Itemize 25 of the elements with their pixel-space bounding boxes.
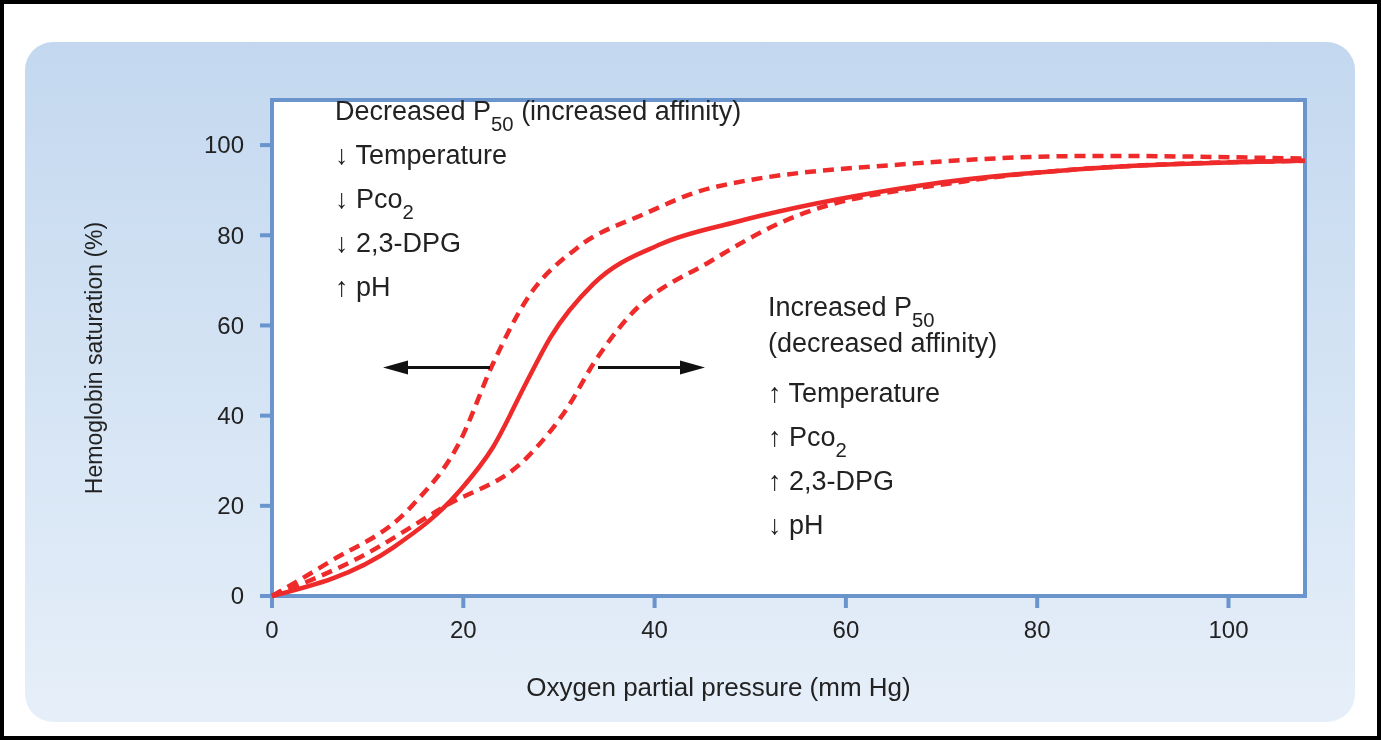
- annotation: ↑ 2,3-DPG: [768, 466, 895, 496]
- annotation: ↓ Temperature: [335, 140, 508, 170]
- x-tick-label: 0: [265, 616, 279, 643]
- annotation: ↓ Pco$_{2}$: [335, 184, 414, 223]
- y-tick-label: 20: [217, 492, 244, 520]
- x-tick-label: 100: [1208, 616, 1249, 643]
- y-tick-label: 40: [217, 402, 244, 430]
- annotation: ↑ pH: [335, 272, 391, 302]
- y-axis-title: Hemoglobin saturation (%): [81, 221, 107, 495]
- x-axis-title: Oxygen partial pressure (mm Hg): [526, 672, 911, 702]
- x-tick-label: 20: [449, 616, 477, 643]
- annotation: Decreased P$_{50}$ (increased affinity): [335, 96, 742, 135]
- y-tick-label: 100: [203, 131, 244, 159]
- x-tick-label: 40: [641, 616, 668, 643]
- annotation: ↓ pH: [768, 510, 824, 540]
- x-tick-label: 80: [1023, 616, 1051, 643]
- y-tick-label: 60: [217, 311, 244, 339]
- y-tick-label: 0: [230, 582, 244, 610]
- x-tick-label: 60: [832, 616, 860, 643]
- annotation: ↓ 2,3-DPG: [335, 228, 462, 258]
- annotation: Increased P$_{50}$: [768, 292, 935, 331]
- annotation: ↑ Temperature: [768, 378, 941, 408]
- annotation: ↑ Pco$_{2}$: [768, 422, 847, 461]
- y-tick-label: 80: [217, 221, 244, 249]
- annotation: (decreased affinity): [768, 328, 998, 358]
